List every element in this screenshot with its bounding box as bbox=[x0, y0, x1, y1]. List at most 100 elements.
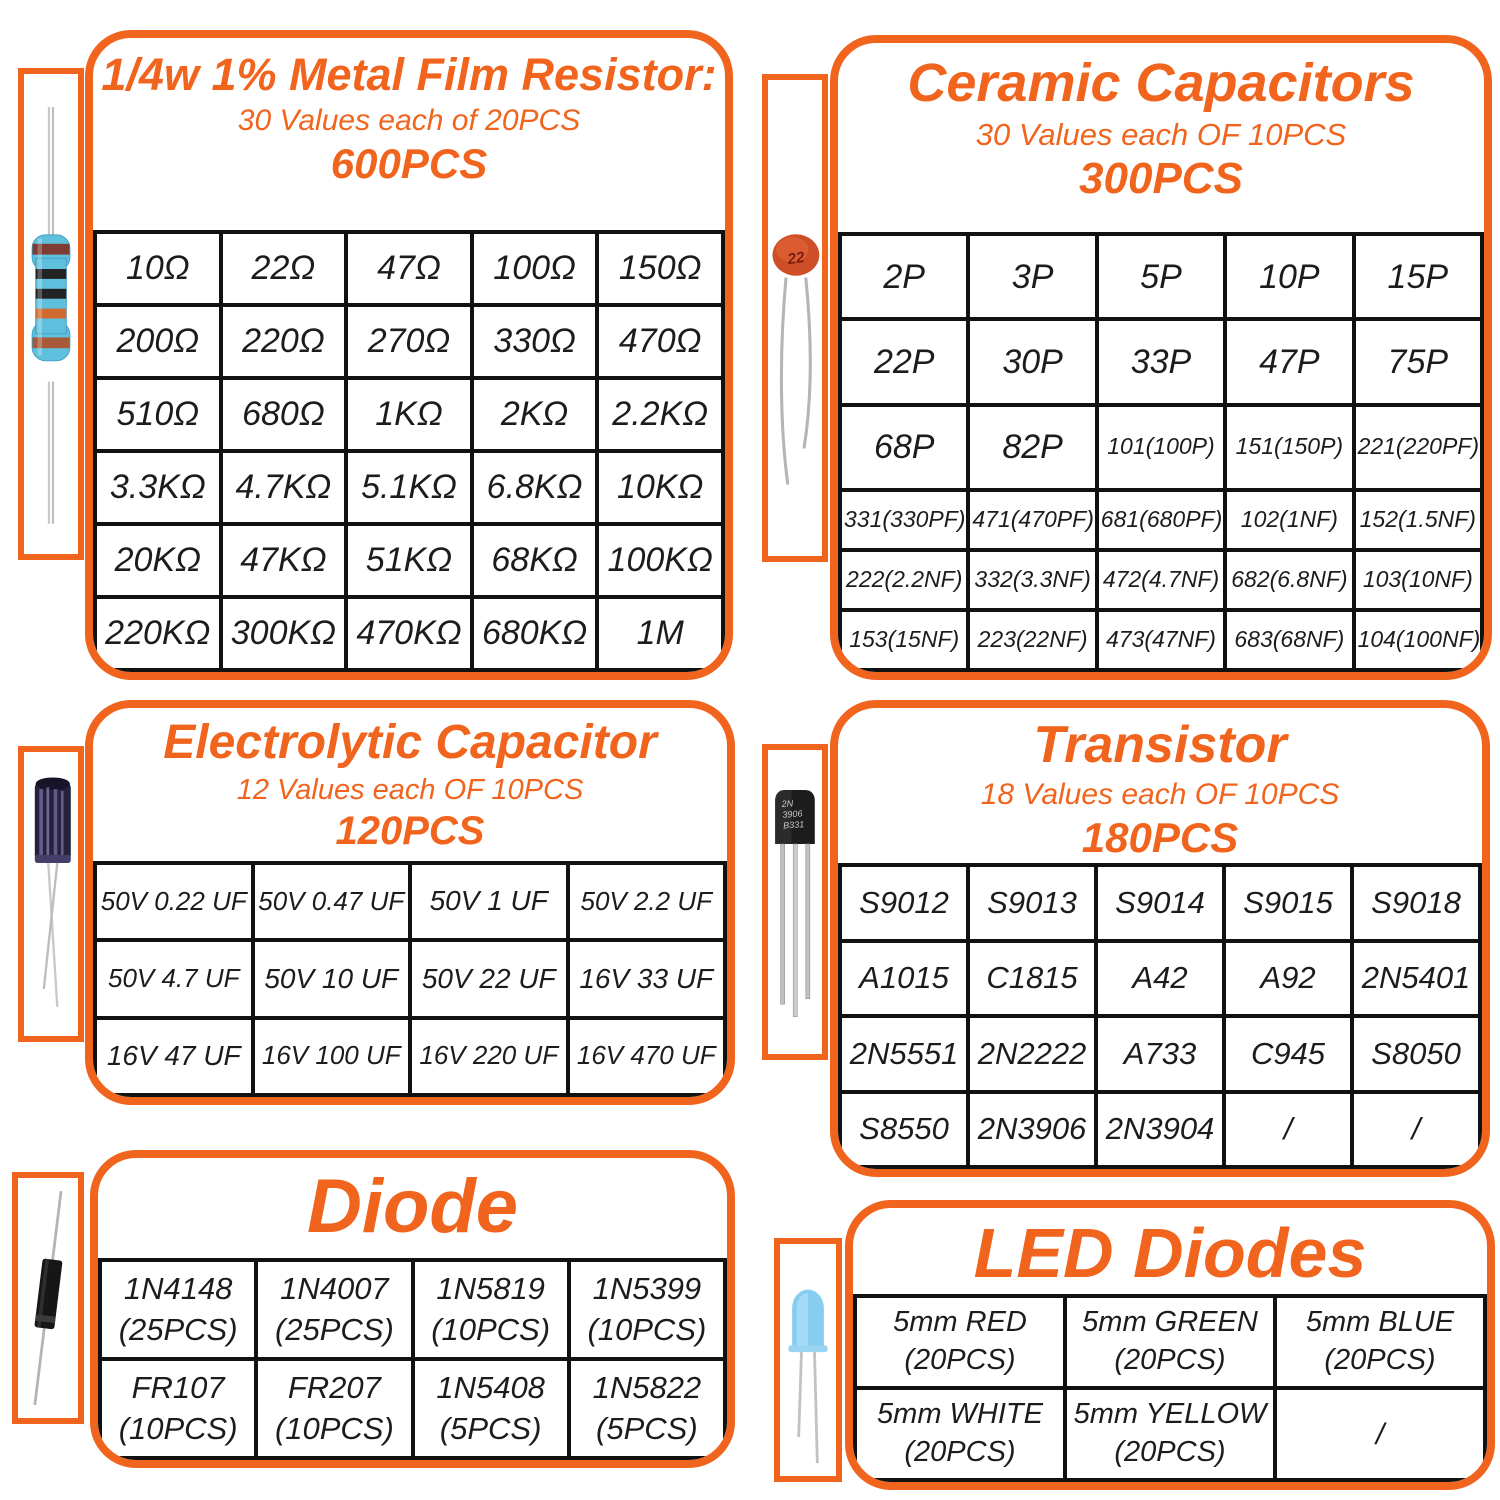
table-cell: 16V 47 UF bbox=[93, 1015, 255, 1097]
table-row: 68P 82P 101(100P) 151(150P) 221(220PF) bbox=[838, 402, 1484, 492]
table-row: 2P 3P 5P 10P 15P bbox=[838, 231, 1484, 322]
table-cell: 6.8KΩ bbox=[469, 449, 600, 526]
table-row: 22P 30P 33P 47P 75P bbox=[838, 317, 1484, 407]
diode-panel-header: Diode bbox=[98, 1164, 727, 1249]
table-cell: 471(470PF) bbox=[966, 487, 1099, 552]
table-cell: 1N4007 (25PCS) bbox=[254, 1258, 415, 1361]
table-cell: S9015 bbox=[1222, 863, 1354, 943]
table-cell: 50V 10 UF bbox=[250, 938, 412, 1020]
led-diodes-panel: LED Diodes 5mm RED (20PCS) 5mm GREEN (20P… bbox=[845, 1200, 1495, 1490]
table-cell: 16V 470 UF bbox=[565, 1015, 727, 1097]
table-row: 510Ω 680Ω 1KΩ 2KΩ 2.2KΩ bbox=[93, 376, 725, 453]
resistor-photo bbox=[18, 68, 84, 560]
transistor-count: 180PCS bbox=[1081, 813, 1239, 861]
table-cell: 16V 220 UF bbox=[408, 1015, 570, 1097]
table-cell: S9013 bbox=[966, 863, 1098, 943]
table-cell: 68KΩ bbox=[469, 522, 600, 599]
table-row: FR107 (10PCS) FR207 (10PCS) 1N5408 (5PCS) 1… bbox=[98, 1357, 727, 1460]
table-row: S8550 2N3906 2N3904// bbox=[838, 1089, 1482, 1169]
table-cell: / bbox=[1273, 1386, 1487, 1482]
table-cell: 220Ω bbox=[218, 303, 349, 380]
table-cell: 680KΩ bbox=[469, 595, 600, 672]
table-cell: A1015 bbox=[838, 938, 970, 1018]
table-cell: 50V 4.7 UF bbox=[93, 938, 255, 1020]
table-cell: 68P bbox=[838, 402, 971, 492]
table-cell: 50V 0.47 UF bbox=[250, 860, 412, 943]
table-cell: 221(220PF) bbox=[1351, 402, 1484, 492]
table-cell: / bbox=[1350, 1089, 1482, 1169]
table-row: 50V 0.22 UF 50V 0.47 UF 50V 1 UF 50V 2.2 UF bbox=[93, 860, 727, 943]
table-cell: 104(100NF) bbox=[1351, 607, 1484, 672]
diode-values-table: 1N4148 (25PCS) 1N4007 (25PCS) 1N5819 (10PC… bbox=[98, 1258, 727, 1460]
table-cell: 50V 0.22 UF bbox=[93, 860, 255, 943]
ceramic-title: Ceramic Capacitors bbox=[907, 53, 1415, 113]
diode-title: Diode bbox=[306, 1164, 519, 1249]
table-row: 331(330PF) 471(470PF) 681(680PF) 102(1NF) 15… bbox=[838, 487, 1484, 552]
resistor-panel-header: 1/4w 1% Metal Film Resistor: 30 Values e… bbox=[93, 49, 725, 187]
table-row: 16V 47 UF 16V 100 UF 16V 220 UF 16V 470 UF bbox=[93, 1015, 727, 1097]
electrolytic-capacitor-panel: Electrolytic Capacitor 12 Values each OF… bbox=[85, 700, 735, 1105]
table-cell: 153(15NF) bbox=[838, 607, 971, 672]
ceramic-marking: 22 bbox=[785, 249, 806, 268]
table-cell: 22P bbox=[838, 317, 971, 407]
transistor-values-table: S9012 S9013 S9014 S9015 S9018 A1015 C1815 A42 A9… bbox=[838, 863, 1482, 1169]
table-cell: 51KΩ bbox=[344, 522, 474, 599]
table-row: A1015 C1815 A42 A92 2N5401 bbox=[838, 938, 1482, 1018]
transistor-image: 2N 3906 B331 bbox=[775, 789, 815, 1018]
table-cell: / bbox=[1222, 1089, 1354, 1169]
table-cell: 1N5819 (10PCS) bbox=[410, 1258, 571, 1361]
table-row: 222(2.2NF) 332(3.3NF) 472(4.7NF) 682(6.8NF)… bbox=[838, 547, 1484, 612]
table-cell: 1M bbox=[595, 595, 725, 672]
table-cell: 220KΩ bbox=[93, 595, 223, 672]
table-cell: 1N5399 (10PCS) bbox=[566, 1258, 727, 1361]
table-row: 50V 4.7 UF 50V 10 UF 50V 22 UF 16V 33 UF bbox=[93, 938, 727, 1020]
table-cell: 5mm YELLOW (20PCS) bbox=[1063, 1386, 1277, 1482]
table-cell: 330Ω bbox=[469, 303, 600, 380]
table-cell: 223(22NF) bbox=[966, 607, 1099, 672]
led-photo bbox=[774, 1238, 842, 1482]
resistor-image bbox=[31, 107, 71, 524]
led-image bbox=[788, 1289, 828, 1464]
ceramic-count: 300PCS bbox=[1079, 154, 1243, 204]
table-cell: 151(150P) bbox=[1223, 402, 1356, 492]
table-row: 220KΩ 300KΩ 470KΩ 680KΩ 1M bbox=[93, 595, 725, 672]
ceramic-values-table: 2P 3P 5P 10P 15P 22P 30P 33P 47P 75P 68P 82P 101(100… bbox=[838, 231, 1484, 672]
transistor-subtitle: 18 Values each OF 10PCS bbox=[980, 778, 1340, 812]
table-cell: A92 bbox=[1222, 938, 1354, 1018]
electrolytic-capacitor-photo bbox=[18, 746, 84, 1042]
table-cell: 47P bbox=[1223, 317, 1356, 407]
table-row: 3.3KΩ 4.7KΩ 5.1KΩ 6.8KΩ 10KΩ bbox=[93, 449, 725, 526]
table-cell: 473(47NF) bbox=[1094, 607, 1228, 672]
transistor-panel-header: Transistor 18 Values each OF 10PCS 180PC… bbox=[838, 716, 1482, 861]
table-cell: 683(68NF) bbox=[1223, 607, 1356, 672]
table-row: S9012 S9013 S9014 S9015 S9018 bbox=[838, 863, 1482, 943]
table-cell: 150Ω bbox=[595, 230, 725, 307]
transistor-panel: Transistor 18 Values each OF 10PCS 180PC… bbox=[830, 700, 1490, 1177]
electrolytic-title: Electrolytic Capacitor bbox=[163, 716, 657, 769]
table-cell: 3.3KΩ bbox=[93, 449, 223, 526]
table-cell: A733 bbox=[1094, 1014, 1226, 1094]
led-panel-header: LED Diodes bbox=[853, 1214, 1487, 1292]
electrolytic-subtitle: 12 Values each OF 10PCS bbox=[236, 773, 584, 806]
table-row: 2N5551 2N2222 A733 C945 S8050 bbox=[838, 1014, 1482, 1094]
table-cell: 470KΩ bbox=[344, 595, 474, 672]
table-cell: S8050 bbox=[1350, 1014, 1482, 1094]
diode-image bbox=[33, 1190, 63, 1406]
table-cell: 47KΩ bbox=[218, 522, 349, 599]
resistor-subtitle: 30 Values each of 20PCS bbox=[237, 104, 581, 138]
resistor-title: 1/4w 1% Metal Film Resistor: bbox=[101, 49, 717, 100]
table-cell: 680Ω bbox=[218, 376, 349, 453]
electrolytic-values-table: 50V 0.22 UF 50V 0.47 UF 50V 1 UF 50V 2.2 UF… bbox=[93, 860, 727, 1097]
table-cell: 4.7KΩ bbox=[218, 449, 349, 526]
table-cell: 100KΩ bbox=[595, 522, 725, 599]
transistor-marking: 2N 3906 B331 bbox=[780, 797, 806, 830]
table-cell: 1N5822 (5PCS) bbox=[566, 1357, 727, 1460]
table-cell: 5P bbox=[1094, 231, 1228, 322]
resistor-panel: 1/4w 1% Metal Film Resistor: 30 Values e… bbox=[85, 30, 733, 680]
table-cell: 5mm GREEN (20PCS) bbox=[1063, 1294, 1277, 1390]
ceramic-panel-header: Ceramic Capacitors 30 Values each OF 10P… bbox=[838, 53, 1484, 204]
table-cell: 331(330PF) bbox=[838, 487, 971, 552]
diode-photo bbox=[12, 1172, 84, 1424]
table-cell: 75P bbox=[1351, 317, 1484, 407]
ceramic-capacitor-panel: Ceramic Capacitors 30 Values each OF 10P… bbox=[830, 35, 1492, 680]
